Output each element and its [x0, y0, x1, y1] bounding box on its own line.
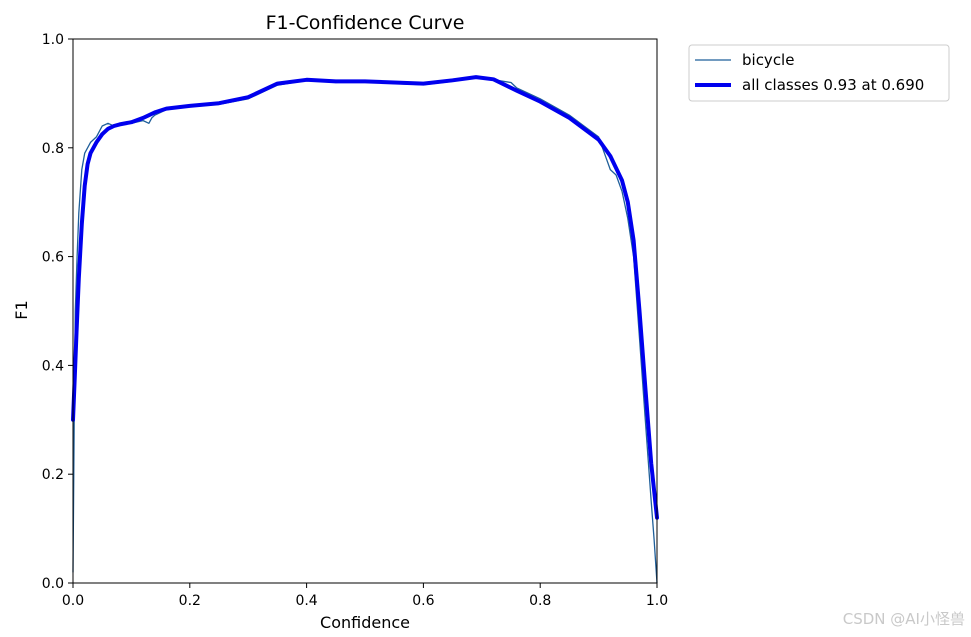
x-axis-label: Confidence	[320, 613, 410, 632]
chart-title: F1-Confidence Curve	[266, 12, 465, 34]
plot-area	[71, 75, 659, 584]
x-tick-label: 0.8	[529, 593, 551, 609]
series-line-all-classes	[71, 75, 659, 520]
axes: 0.0 0.2 0.4 0.6 0.8 1.0 0.0 0.2 0.4 0.6 0.8 1.0	[42, 32, 668, 609]
y-tick-label: 0.2	[42, 467, 64, 483]
y-tick-label: 0.0	[42, 576, 64, 592]
plot-frame	[72, 38, 658, 584]
x-tick-label: 0.6	[412, 593, 434, 609]
x-tick-label: 0.4	[295, 593, 317, 609]
legend: bicycle all classes 0.93 at 0.690	[688, 44, 950, 102]
legend-label: bicycle	[742, 51, 794, 69]
y-tick-label: 1.0	[42, 32, 64, 48]
watermark: CSDN @AI小怪兽	[842, 610, 965, 628]
y-axis-label: F1	[12, 300, 31, 319]
y-tick-label: 0.4	[42, 358, 64, 374]
legend-label: all classes 0.93 at 0.690	[742, 76, 924, 94]
y-tick-label: 0.6	[42, 250, 64, 266]
legend-box	[688, 44, 950, 102]
x-tick-label: 1.0	[646, 593, 668, 609]
series-line-bicycle	[72, 76, 658, 584]
y-tick-label: 0.8	[42, 141, 64, 157]
x-tick-label: 0.0	[62, 593, 84, 609]
x-tick-label: 0.2	[179, 593, 201, 609]
